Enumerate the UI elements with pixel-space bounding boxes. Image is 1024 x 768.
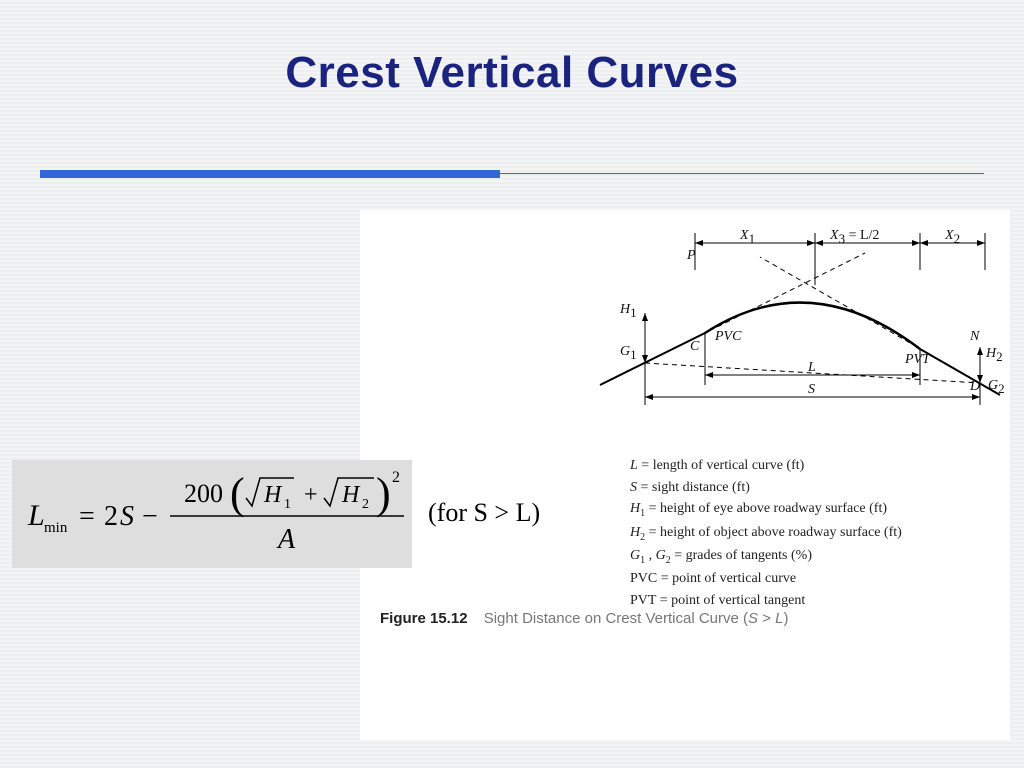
svg-text:A: A bbox=[276, 524, 296, 555]
svg-text:H: H bbox=[263, 482, 283, 508]
svg-text:): ) bbox=[376, 469, 391, 518]
svg-text:H: H bbox=[341, 482, 361, 508]
svg-text:(: ( bbox=[230, 469, 245, 518]
svg-text:P: P bbox=[686, 248, 696, 263]
svg-text:L: L bbox=[27, 499, 45, 532]
svg-text:−: − bbox=[142, 501, 158, 532]
formula-equation: L min = 2 S − A 200 ( H 1 + H 2 ) 2 bbox=[12, 460, 412, 568]
svg-text:2: 2 bbox=[392, 469, 400, 486]
svg-text:2: 2 bbox=[362, 497, 369, 512]
svg-text:C: C bbox=[690, 339, 700, 354]
legend-H1: H1 = height of eye above roadway surface… bbox=[630, 498, 902, 521]
diagram-panel: X1 X3 = L/2 X2 H1 P H2 N C D PVC PVT G1 … bbox=[360, 210, 1010, 740]
svg-text:S: S bbox=[120, 501, 134, 532]
svg-text:2: 2 bbox=[104, 501, 118, 532]
svg-text:PVT: PVT bbox=[904, 352, 931, 367]
formula-condition: (for S > L) bbox=[428, 498, 540, 528]
slide-title: Crest Vertical Curves bbox=[0, 0, 1024, 98]
svg-text:+: + bbox=[304, 482, 318, 508]
crest-curve-diagram: X1 X3 = L/2 X2 H1 P H2 N C D PVC PVT G1 … bbox=[590, 215, 1010, 425]
legend-L: L = length of vertical curve (ft) bbox=[630, 455, 902, 477]
rule-thick bbox=[40, 170, 500, 178]
svg-text:G1: G1 bbox=[620, 344, 637, 362]
rule-thin bbox=[500, 173, 984, 174]
figure-caption: Figure 15.12 Sight Distance on Crest Ver… bbox=[380, 610, 788, 627]
svg-text:1: 1 bbox=[284, 497, 291, 512]
svg-text:min: min bbox=[44, 520, 68, 536]
svg-text:H2: H2 bbox=[985, 346, 1003, 364]
legend-PVT: PVT = point of vertical tangent bbox=[630, 590, 902, 612]
svg-text:D: D bbox=[969, 379, 980, 394]
svg-text:PVC: PVC bbox=[714, 329, 742, 344]
legend-G: G1 , G2 = grades of tangents (%) bbox=[630, 545, 902, 568]
legend-PVC: PVC = point of vertical curve bbox=[630, 568, 902, 590]
formula-box: L min = 2 S − A 200 ( H 1 + H 2 ) 2 bbox=[12, 460, 412, 568]
figure-caption-text: Sight Distance on Crest Vertical Curve (… bbox=[484, 610, 789, 627]
title-underline bbox=[40, 170, 984, 178]
legend-H2: H2 = height of object above roadway surf… bbox=[630, 522, 902, 545]
legend-block: L = length of vertical curve (ft) S = si… bbox=[630, 455, 902, 612]
figure-number: Figure 15.12 bbox=[380, 610, 468, 627]
svg-text:=: = bbox=[79, 501, 95, 532]
legend-S: S = sight distance (ft) bbox=[630, 477, 902, 499]
svg-text:S: S bbox=[808, 382, 815, 397]
svg-text:200: 200 bbox=[184, 479, 223, 508]
svg-text:L: L bbox=[807, 360, 816, 375]
svg-text:N: N bbox=[969, 329, 980, 344]
svg-text:H1: H1 bbox=[619, 302, 637, 320]
